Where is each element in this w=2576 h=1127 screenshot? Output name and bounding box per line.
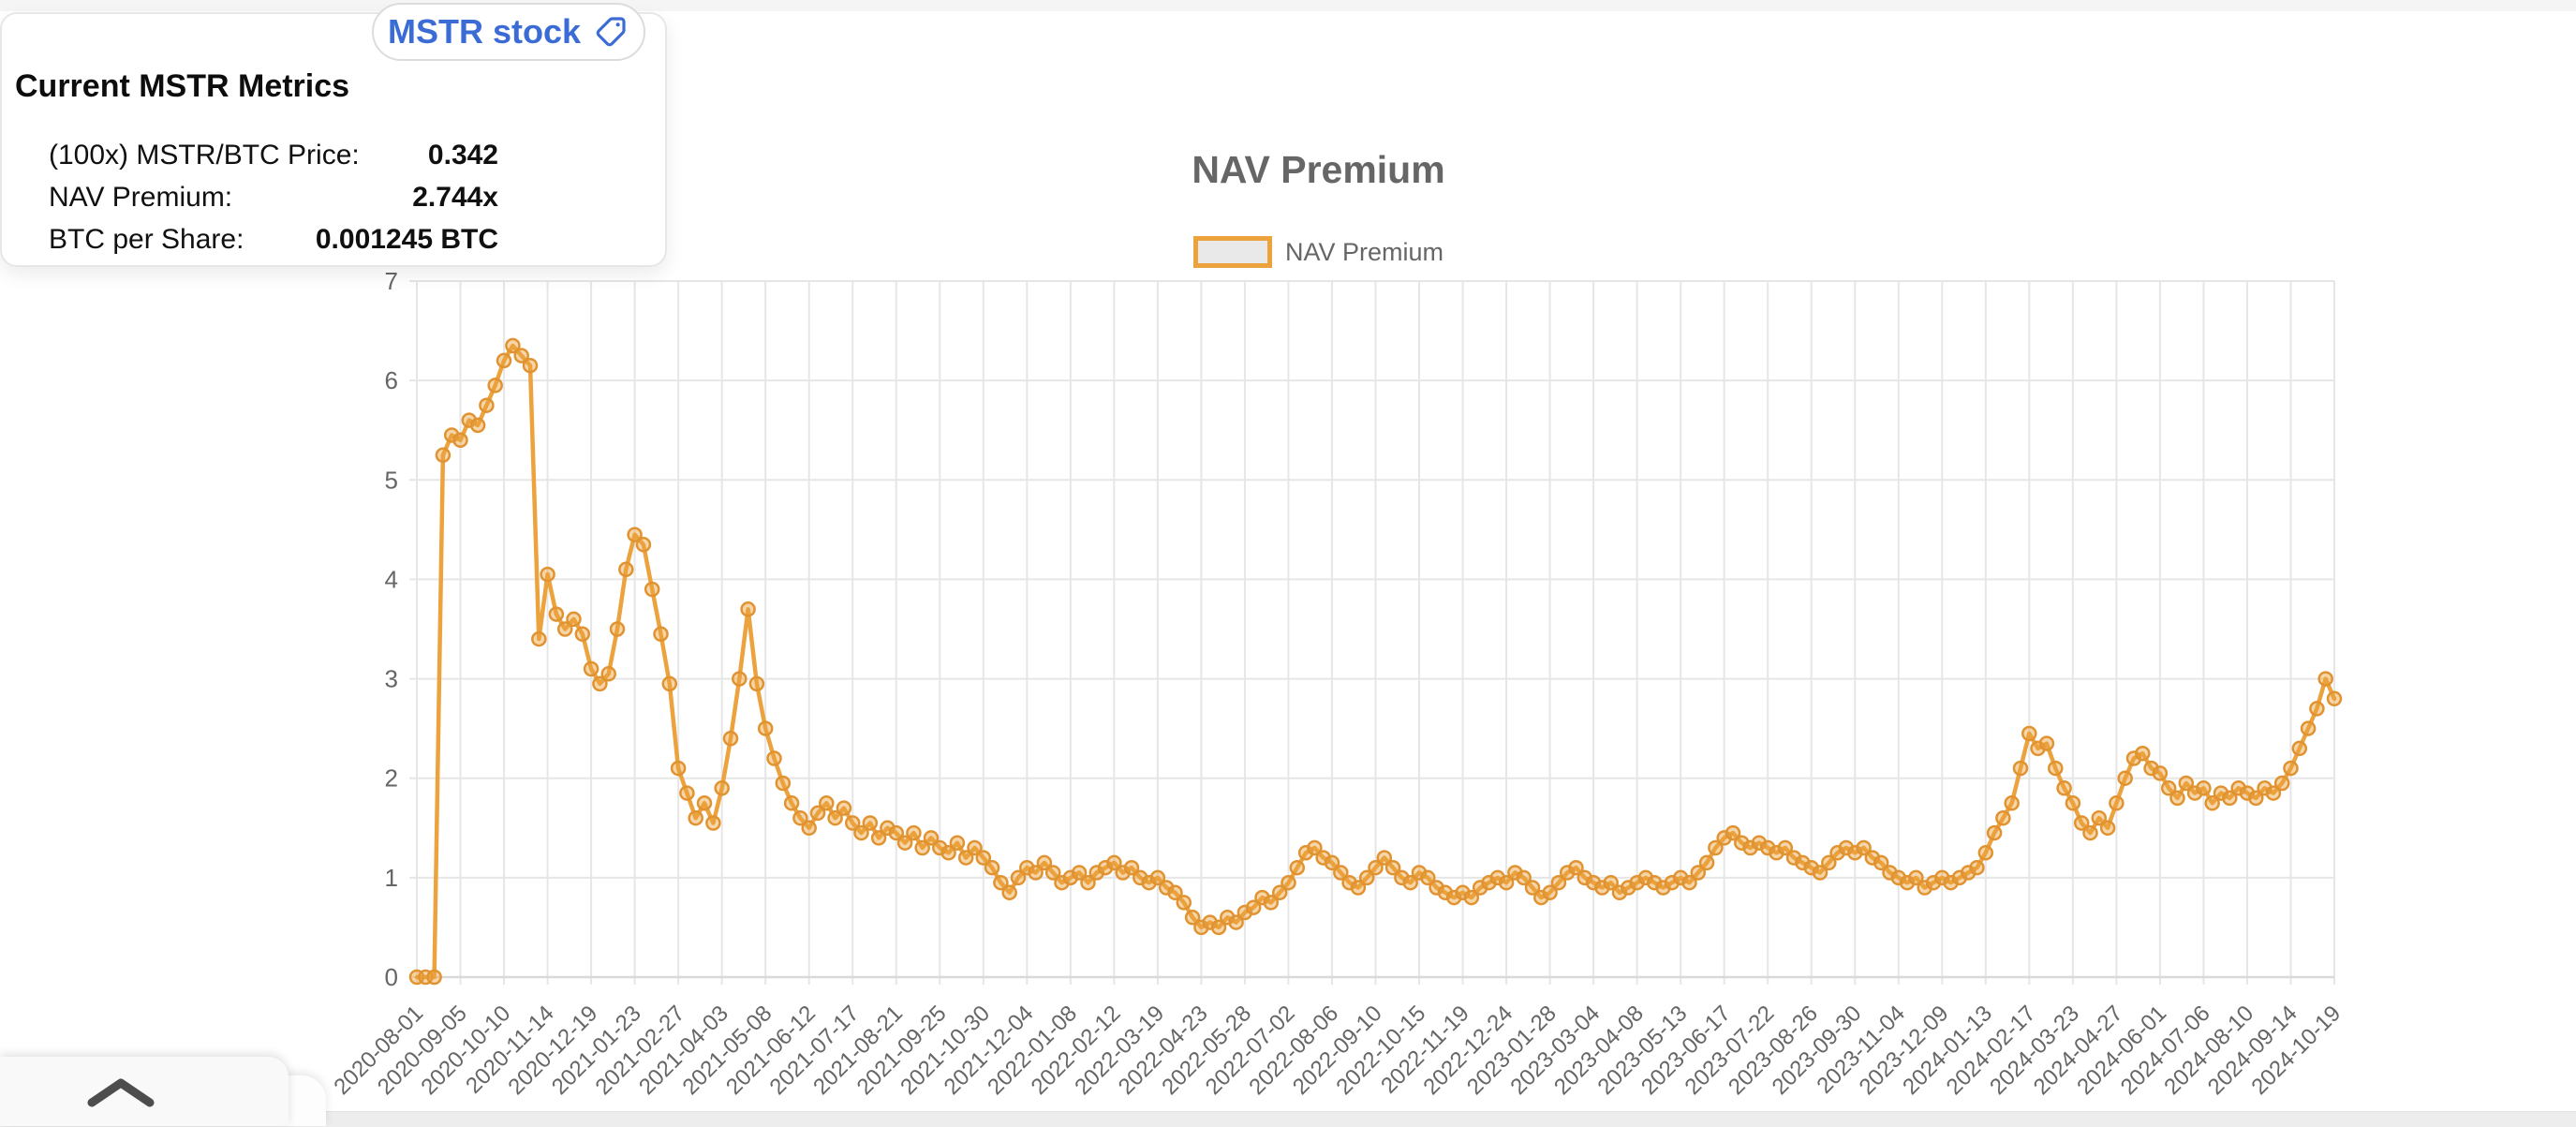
current-mstr-metrics-card: Current MSTR Metrics MSTR stock (100x) M… <box>0 3 667 267</box>
metrics-card-title: Current MSTR Metrics <box>15 68 350 104</box>
metric-row: NAV Premium: 2.744x <box>49 176 498 218</box>
svg-text:2: 2 <box>385 764 398 793</box>
svg-text:4: 4 <box>385 565 398 593</box>
metric-row: (100x) MSTR/BTC Price: 0.342 <box>49 134 498 176</box>
metric-label: BTC per Share: <box>49 223 244 255</box>
panel-expander-button[interactable] <box>0 1057 289 1126</box>
legend-swatch <box>1192 236 1272 268</box>
metric-label: NAV Premium: <box>49 181 233 213</box>
legend-label: NAV Premium <box>1284 237 1444 266</box>
metrics-rows: (100x) MSTR/BTC Price: 0.342 NAV Premium: 2… <box>49 134 498 260</box>
y-axis-labels: 0 1 2 3 4 5 6 7 <box>385 267 398 991</box>
mstr-stock-button[interactable]: MSTR stock <box>372 3 645 61</box>
svg-text:1: 1 <box>385 864 398 892</box>
page-bottom-strip <box>0 1111 2576 1127</box>
chart-title: NAV Premium <box>1192 148 1445 191</box>
x-axis-labels: 2020-08-012020-09-052020-10-102020-11-14… <box>329 1001 2346 1100</box>
nav-premium-series-points <box>408 337 2343 986</box>
svg-text:5: 5 <box>385 466 398 494</box>
chevron-up-icon <box>87 1078 155 1107</box>
tag-icon <box>596 17 626 47</box>
metric-value: 0.001245 BTC <box>315 223 498 255</box>
svg-text:0: 0 <box>385 963 398 991</box>
page-top-strip <box>0 0 2576 11</box>
metric-value: 0.342 <box>427 139 498 171</box>
svg-text:3: 3 <box>385 665 398 693</box>
nav-premium-series-line <box>414 343 2337 980</box>
metric-label: (100x) MSTR/BTC Price: <box>49 139 360 171</box>
legend-item-nav-premium[interactable]: NAV Premium <box>234 236 2403 268</box>
metric-row: BTC per Share: 0.001245 BTC <box>49 218 498 260</box>
svg-text:6: 6 <box>385 366 398 394</box>
metric-value: 2.744x <box>412 181 498 213</box>
svg-text:7: 7 <box>385 267 398 295</box>
mstr-stock-button-label: MSTR stock <box>387 12 582 51</box>
